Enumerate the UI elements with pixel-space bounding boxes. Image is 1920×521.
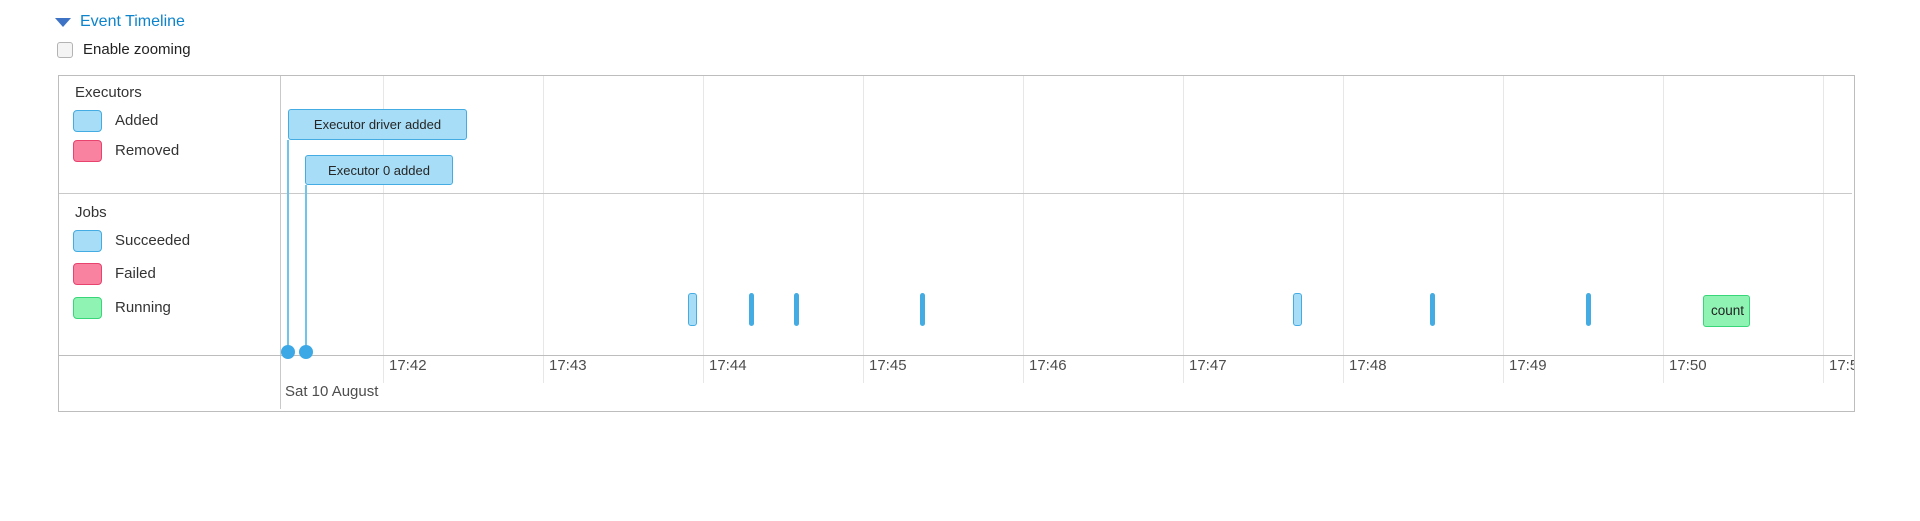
tick-label: 17:48 [1349, 357, 1387, 374]
time-axis-line [59, 355, 1852, 356]
grid-line [703, 76, 704, 383]
executors-removed-swatch [73, 140, 102, 162]
event-timeline-toggle[interactable]: Event Timeline [55, 13, 185, 31]
job-event[interactable] [920, 293, 925, 326]
jobs-running-label: Running [115, 299, 171, 316]
legend-column-divider [280, 76, 281, 409]
job-event[interactable] [1430, 293, 1435, 326]
jobs-succeeded-swatch [73, 230, 102, 252]
tick-label: 17:44 [709, 357, 747, 374]
executors-added-swatch [73, 110, 102, 132]
grid-line [1663, 76, 1664, 383]
executor-event-dot [281, 345, 295, 359]
executors-added-label: Added [115, 112, 159, 129]
tick-label: 17:47 [1189, 357, 1227, 374]
job-event[interactable] [1586, 293, 1591, 326]
enable-zooming-checkbox[interactable] [57, 41, 73, 58]
job-event[interactable] [749, 293, 754, 326]
lane-divider [59, 193, 1852, 194]
enable-zooming-label: Enable zooming [83, 41, 191, 58]
executors-removed-label: Removed [115, 142, 180, 159]
job-event[interactable] [688, 293, 697, 326]
grid-line [383, 76, 384, 383]
grid-line [1183, 76, 1184, 383]
executors-group-title: Executors [75, 84, 142, 101]
tick-label: 17:49 [1509, 357, 1547, 374]
grid-line [1343, 76, 1344, 383]
grid-line [1823, 76, 1824, 383]
event-timeline-title: Event Timeline [80, 13, 185, 30]
grid-line [1023, 76, 1024, 383]
grid-line [543, 76, 544, 383]
event-timeline-chart: 17:42 17:43 17:44 17:45 17:46 17:47 17:48 17:49… [58, 75, 1855, 412]
job-event[interactable] [1293, 293, 1302, 326]
jobs-succeeded-label: Succeeded [115, 232, 191, 249]
job-event[interactable] [794, 293, 799, 326]
enable-zooming-row: Enable zooming [57, 41, 191, 58]
tick-label: 17:45 [869, 357, 907, 374]
jobs-running-swatch [73, 297, 102, 319]
axis-date-label: Sat 10 August [285, 383, 379, 400]
executor-event-dot [299, 345, 313, 359]
collapse-caret-icon [55, 17, 71, 27]
job-event-running[interactable]: count [1703, 295, 1750, 327]
executor-event-box[interactable]: Executor driver added [288, 109, 467, 140]
executor-event-line [287, 140, 289, 352]
executor-event-box[interactable]: Executor 0 added [305, 155, 453, 185]
tick-label: 17:50 [1669, 357, 1707, 374]
tick-label: 17:43 [549, 357, 587, 374]
grid-line [863, 76, 864, 383]
jobs-failed-label: Failed [115, 265, 156, 282]
jobs-group-title: Jobs [75, 204, 107, 221]
tick-label: 17:42 [389, 357, 427, 374]
tick-label: 17:51 [1829, 357, 1854, 374]
executor-event-line [305, 185, 307, 352]
tick-label: 17:46 [1029, 357, 1067, 374]
grid-line [1503, 76, 1504, 383]
jobs-failed-swatch [73, 263, 102, 285]
timeline-plot-area[interactable]: 17:42 17:43 17:44 17:45 17:46 17:47 17:48 17:49… [59, 76, 1854, 409]
